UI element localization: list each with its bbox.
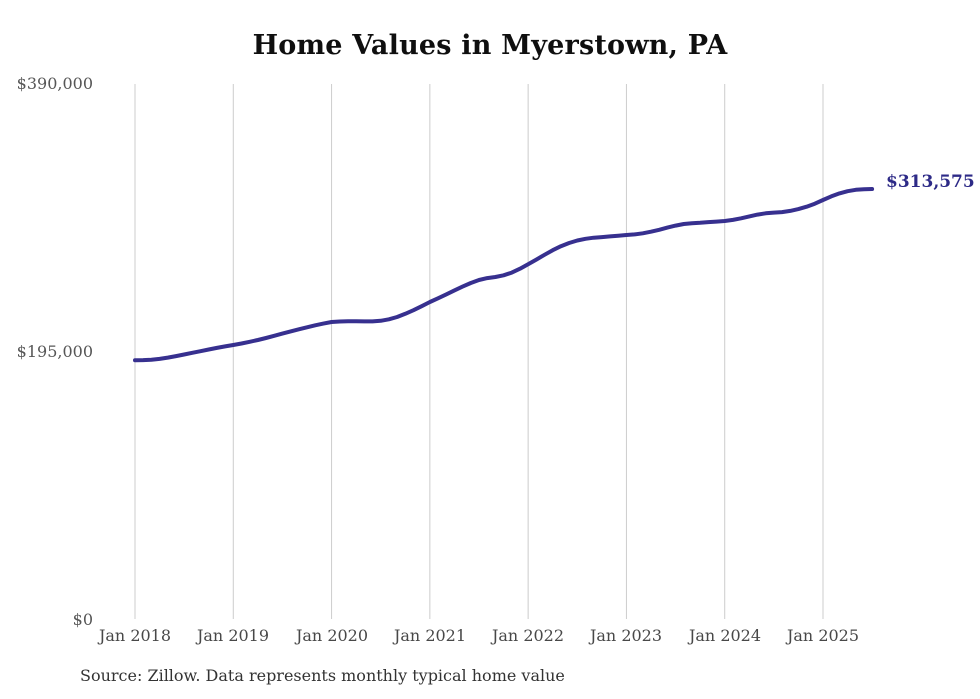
x-axis-tick-label: Jan 2021 [393, 626, 467, 645]
y-axis-tick-label: $390,000 [16, 74, 93, 93]
source-note: Source: Zillow. Data represents monthly … [80, 666, 565, 685]
home-value-line-series [133, 187, 875, 363]
x-axis-tick-label: Jan 2018 [98, 626, 172, 645]
x-axis-tick-label: Jan 2024 [688, 626, 762, 645]
x-axis-tick-label: Jan 2022 [491, 626, 565, 645]
x-axis-tick-label: Jan 2020 [295, 626, 369, 645]
y-axis-tick-label: $195,000 [16, 342, 93, 361]
series-end-value-label: $313,575 [886, 172, 975, 192]
chart-title: Home Values in Myerstown, PA [252, 30, 728, 61]
x-axis-tick-label: Jan 2025 [786, 626, 860, 645]
x-axis-tick-label: Jan 2019 [196, 626, 270, 645]
x-axis-tick-label: Jan 2023 [589, 626, 663, 645]
y-axis-tick-label: $0 [72, 610, 93, 629]
